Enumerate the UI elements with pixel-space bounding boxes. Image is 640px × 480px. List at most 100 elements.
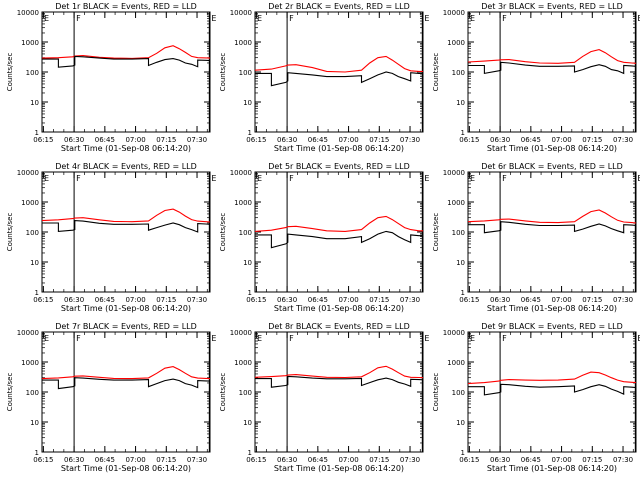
y-tick-label: 1000: [234, 199, 252, 207]
series-lld-line: [41, 45, 211, 59]
marker-label-e: E: [424, 174, 429, 183]
marker-label-e: E: [637, 334, 640, 343]
x-tick-label: 07:30: [187, 136, 207, 144]
panel-det-4: Det 4r BLACK = Events, RED = LLD 1 10 100 10…: [6, 162, 216, 313]
marker-label-e: E: [211, 14, 216, 23]
y-tick-label: 10: [30, 99, 39, 107]
x-tick-label: 07:00: [338, 136, 358, 144]
y-tick-label: 100: [452, 69, 465, 77]
x-tick-label: 06:45: [95, 136, 115, 144]
y-tick-label: 1: [461, 129, 465, 137]
x-tick-label: 07:00: [125, 456, 145, 464]
y-tick-label: 1000: [234, 39, 252, 47]
x-axis-label: Start Time (01-Sep-08 06:14:20): [487, 304, 617, 313]
plot-title: Det 8r BLACK = Events, RED = LLD: [268, 322, 410, 331]
plot-title: Det 1r BLACK = Events, RED = LLD: [55, 2, 197, 11]
x-tick-label: 06:15: [246, 136, 266, 144]
x-axis-label: Start Time (01-Sep-08 06:14:20): [61, 464, 191, 473]
x-tick-label: 06:15: [33, 296, 53, 304]
y-tick-label: 10000: [443, 169, 465, 177]
series-events-line: [42, 377, 211, 390]
x-tick-label: 06:15: [246, 456, 266, 464]
y-tick-label: 10: [456, 259, 465, 267]
x-tick-label: 06:45: [308, 456, 328, 464]
x-axis-label: Start Time (01-Sep-08 06:14:20): [487, 464, 617, 473]
plot-title: Det 5r BLACK = Events, RED = LLD: [268, 162, 410, 171]
marker-label-left: E: [44, 334, 49, 343]
y-tick-label: 1000: [21, 359, 39, 367]
y-tick-label: 10000: [230, 329, 252, 337]
y-tick-label: 1000: [234, 359, 252, 367]
x-tick-label: 06:30: [277, 136, 297, 144]
plot-frame: [254, 331, 424, 453]
y-tick-label: 10: [456, 419, 465, 427]
marker-label-e: E: [637, 174, 640, 183]
y-tick-label: 1: [461, 449, 465, 457]
y-tick-label: 1: [461, 289, 465, 297]
x-tick-label: 06:30: [490, 456, 510, 464]
x-tick-label: 07:30: [187, 456, 207, 464]
panel-det-9: Det 9r BLACK = Events, RED = LLD 1 10 100 10…: [432, 322, 640, 473]
x-tick-label: 07:30: [613, 456, 633, 464]
x-tick-label: 06:30: [277, 456, 297, 464]
x-tick-label: 06:45: [95, 456, 115, 464]
y-tick-label: 10000: [443, 329, 465, 337]
x-tick-label: 06:15: [33, 456, 53, 464]
y-tick-label: 10000: [230, 169, 252, 177]
x-tick-label: 06:15: [246, 296, 266, 304]
plot-frame: [41, 171, 211, 293]
y-tick-label: 1: [35, 129, 39, 137]
y-tick-label: 100: [26, 69, 39, 77]
x-tick-label: 07:15: [156, 456, 176, 464]
y-tick-label: 10000: [17, 169, 39, 177]
series-lld-line: [467, 49, 637, 64]
x-tick-label: 06:15: [33, 136, 53, 144]
marker-label-e: E: [211, 174, 216, 183]
series-lld-line: [254, 55, 423, 73]
panel-det-7: Det 7r BLACK = Events, RED = LLD 1 10 100 10…: [6, 322, 216, 473]
y-tick-label: 100: [239, 389, 252, 397]
marker-label-f: F: [76, 334, 81, 343]
y-tick-label: 10: [30, 259, 39, 267]
x-tick-label: 06:15: [459, 136, 479, 144]
series-lld-line: [467, 371, 637, 385]
y-tick-label: 100: [26, 389, 39, 397]
panel-det-6: Det 6r BLACK = Events, RED = LLD 1 10 100 10…: [432, 162, 640, 313]
x-tick-label: 07:30: [400, 296, 420, 304]
series-events-line: [468, 383, 637, 396]
x-tick-label: 06:30: [64, 136, 84, 144]
plot-frame: [254, 171, 424, 293]
x-tick-label: 07:30: [400, 456, 420, 464]
marker-label-f: F: [502, 174, 507, 183]
x-tick-label: 07:00: [551, 456, 571, 464]
series-events-line: [468, 221, 637, 234]
x-tick-label: 07:15: [582, 456, 602, 464]
y-tick-label: 1: [248, 449, 252, 457]
x-axis-label: Start Time (01-Sep-08 06:14:20): [274, 144, 404, 153]
marker-label-left: E: [470, 334, 475, 343]
plot-title: Det 7r BLACK = Events, RED = LLD: [55, 322, 197, 331]
x-tick-label: 06:15: [459, 296, 479, 304]
x-axis-label: Start Time (01-Sep-08 06:14:20): [274, 464, 404, 473]
y-tick-label: 10: [30, 419, 39, 427]
x-tick-label: 07:00: [551, 136, 571, 144]
y-tick-label: 100: [26, 229, 39, 237]
y-tick-label: 10: [456, 99, 465, 107]
marker-label-f: F: [502, 334, 507, 343]
plot-frame: [467, 331, 637, 453]
series-events-line: [42, 55, 211, 68]
marker-label-f: F: [76, 14, 81, 23]
y-tick-label: 1000: [447, 39, 465, 47]
panel-det-5: Det 5r BLACK = Events, RED = LLD 1 10 100 10…: [219, 162, 429, 313]
marker-label-left: E: [257, 14, 262, 23]
x-tick-label: 06:45: [308, 296, 328, 304]
y-tick-label: 1000: [447, 359, 465, 367]
plot-frame: [41, 11, 211, 133]
y-tick-label: 10000: [17, 329, 39, 337]
x-tick-label: 07:00: [125, 296, 145, 304]
x-tick-label: 07:15: [156, 296, 176, 304]
panel-det-2: Det 2r BLACK = Events, RED = LLD 1 10 100 10…: [219, 2, 429, 153]
y-axis-label: Counts/sec: [6, 53, 14, 92]
x-tick-label: 06:45: [521, 456, 541, 464]
